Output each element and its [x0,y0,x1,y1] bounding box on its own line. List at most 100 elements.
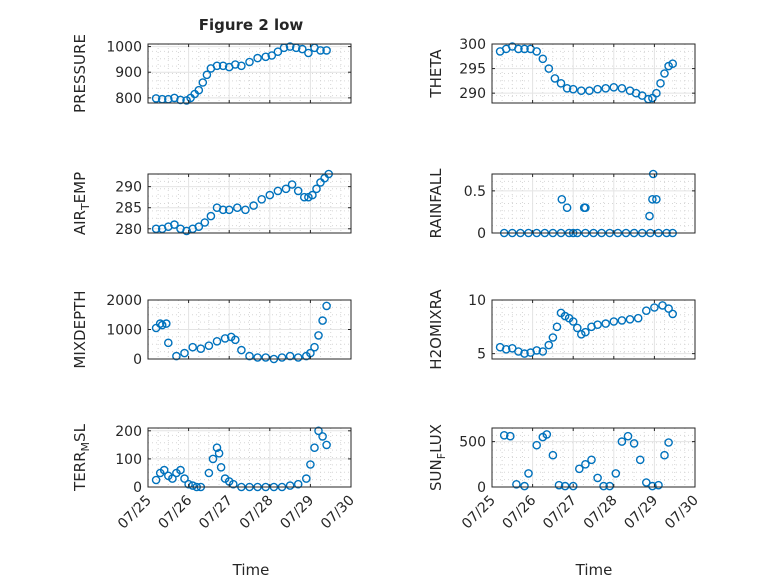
axes-box [147,427,352,488]
y-axis-label: H2OMIXRA [427,289,445,370]
data-point [265,190,275,200]
data-point [218,61,228,71]
data-point [544,340,554,350]
data-point [577,329,586,339]
data-point [202,70,212,80]
major-grid [148,174,351,233]
data-point [273,47,283,57]
data-point [212,61,222,71]
data-point [648,481,657,491]
y-tick-label: 10 [468,293,486,309]
data-point [652,88,661,98]
data-point [556,79,566,88]
data-point [277,353,287,362]
x-tick-label: 07/27 [540,493,580,533]
data-point [609,83,619,92]
data-point [253,353,262,362]
data-point [668,309,678,319]
y-axis-label: AIRTEMP [71,172,92,235]
y-tick-label: 0 [477,226,486,242]
data-point [499,430,509,440]
data-point [593,84,602,94]
y-tick-label: 0.5 [464,184,486,200]
data-point [581,327,590,337]
data-point [176,465,185,475]
axes-background [148,44,351,103]
data-point [267,51,277,60]
data-point [660,450,669,460]
data-point [568,84,578,94]
data-point [241,205,250,215]
major-grid [148,44,351,103]
data-point [601,319,611,328]
data-point [514,44,523,54]
data-point [194,222,204,231]
data-point [180,474,189,483]
data-point [194,85,204,95]
data-point [196,344,206,354]
data-point [538,54,548,64]
figure-title: Figure 2 low [199,16,304,34]
subplot-rainfall: 0 0.5 RAINFALL [427,168,696,242]
data-point [562,203,572,212]
data-point [581,459,590,469]
subplot-h2omixra: 5 10 H2OMIXRA [427,289,696,370]
data-point [322,46,331,55]
data-point [611,469,621,478]
data-point [617,316,627,325]
data-point [237,61,246,71]
data-point [617,437,627,446]
data-point [562,84,572,93]
data-point [575,464,584,474]
data-point [629,439,639,448]
data-point [633,313,643,323]
data-point [645,211,654,221]
data-point [532,47,542,56]
data-point [568,317,578,326]
x-tick-label: 07/26 [156,492,196,532]
data-point [216,462,226,472]
data-point [163,338,173,348]
data-point [168,474,177,483]
x-tick-label: 07/26 [500,492,540,532]
x-axis-label-left: Time [232,561,270,579]
axes-box [491,299,696,360]
data-point [212,443,222,453]
data-point [587,455,596,465]
data-point [230,335,240,345]
data-point [550,74,560,83]
data-point [312,184,321,194]
x-tick-label: 07/25 [459,493,499,533]
data-point [273,186,283,196]
data-point [151,224,161,234]
data-point [188,342,197,352]
data-point [585,86,594,95]
data-point [155,319,165,328]
y-tick-label: 0 [133,352,142,368]
data-point [306,460,315,469]
axes-box [147,173,352,234]
data-point [656,79,665,88]
data-point [548,333,558,342]
data-point [637,91,647,100]
data-point [204,468,214,478]
data-point [623,431,633,441]
data-point [281,184,291,194]
data-point [218,205,228,215]
data-point [520,44,529,54]
data-point [293,353,303,362]
data-point [230,60,240,69]
data-point [245,351,254,361]
y-tick-label: 900 [115,65,142,81]
data-point [257,194,267,204]
data-point [609,317,619,326]
data-point [593,320,602,330]
data-point [660,69,669,78]
subplot-terr-msl: 0 100 200 07/25 07/26 07/27 07/28 07/29 07/30 TER… [71,423,358,532]
data-point [245,57,254,67]
data-point [573,323,582,333]
data-point [285,42,295,51]
data-point [293,186,303,196]
data-point [520,349,529,358]
